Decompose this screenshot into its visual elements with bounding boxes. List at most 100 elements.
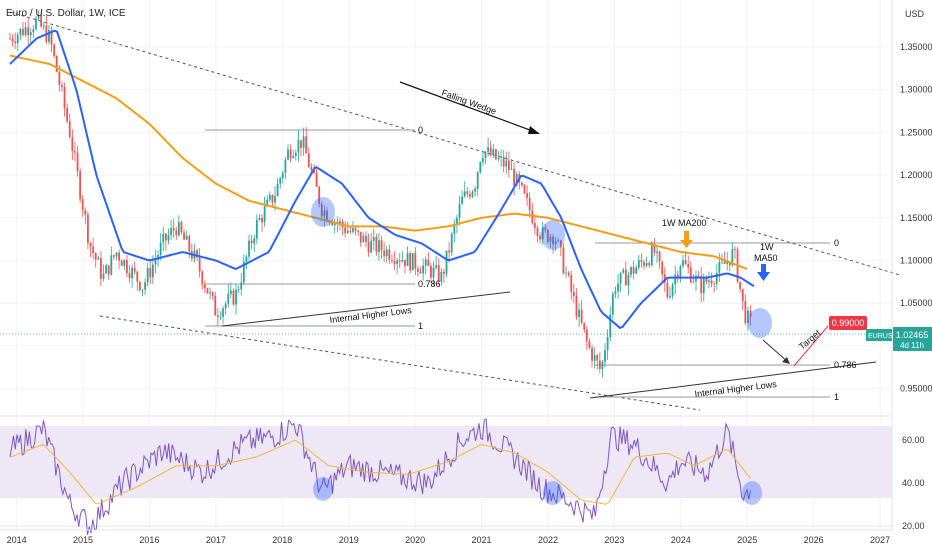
candle-body bbox=[263, 206, 266, 223]
candle-body bbox=[684, 260, 687, 264]
candle-body bbox=[222, 308, 224, 317]
candle-body bbox=[279, 178, 282, 184]
year-label-2026: 2026 bbox=[804, 535, 824, 545]
wedge-upper-line bbox=[9, 11, 901, 276]
candle-body bbox=[118, 252, 121, 261]
year-label-2020: 2020 bbox=[405, 535, 425, 545]
candle-body bbox=[250, 240, 253, 244]
candle-body bbox=[401, 259, 404, 262]
candle-body bbox=[484, 151, 487, 158]
candle-body bbox=[458, 204, 461, 218]
candle-body bbox=[66, 107, 69, 122]
candle-body bbox=[287, 149, 289, 160]
candle-body bbox=[50, 30, 53, 45]
candle-body bbox=[53, 44, 56, 56]
candle-body bbox=[637, 260, 640, 268]
candle-body bbox=[63, 87, 66, 108]
candle-body bbox=[294, 152, 297, 157]
price-label-1.25000: 1.25000 bbox=[900, 127, 932, 137]
candle-body bbox=[715, 272, 718, 284]
candle-body bbox=[601, 361, 604, 370]
candle-body bbox=[661, 261, 664, 275]
candle-body bbox=[346, 230, 349, 233]
candle-body bbox=[487, 147, 489, 152]
candle-body bbox=[188, 235, 191, 252]
candle-body bbox=[450, 234, 453, 253]
target-price-value: 0.99000 bbox=[832, 318, 865, 328]
candle-body bbox=[266, 199, 269, 207]
higher-lows-left-line bbox=[221, 291, 511, 327]
fib-right-1-label: 1 bbox=[834, 392, 839, 402]
candle-body bbox=[214, 295, 217, 316]
candle-body bbox=[391, 259, 393, 262]
candle-body bbox=[663, 274, 666, 283]
candle-body bbox=[92, 246, 95, 254]
candle-body bbox=[352, 228, 354, 232]
countdown-value: 4d 11h bbox=[900, 341, 924, 350]
candle-body bbox=[414, 252, 417, 269]
symbol-label: EURUSD bbox=[868, 333, 898, 340]
candle-body bbox=[141, 289, 144, 291]
candle-body bbox=[367, 241, 370, 253]
candle-body bbox=[162, 233, 165, 243]
price-label-1.05000: 1.05000 bbox=[900, 298, 932, 308]
candle-body bbox=[718, 261, 721, 273]
candle-body bbox=[676, 274, 679, 278]
candle-body bbox=[572, 291, 575, 296]
candle-body bbox=[245, 256, 248, 262]
candle-body bbox=[11, 38, 14, 42]
candle-body bbox=[570, 275, 573, 292]
fib-left-0-label: 0 bbox=[418, 125, 423, 135]
candle-body bbox=[110, 255, 113, 275]
candle-body bbox=[422, 265, 425, 274]
candle-body bbox=[133, 267, 136, 272]
year-label-2021: 2021 bbox=[472, 535, 492, 545]
candle-body bbox=[650, 245, 653, 266]
ma200-line bbox=[9, 54, 748, 271]
candle-body bbox=[461, 196, 464, 205]
candle-body bbox=[489, 147, 492, 156]
candle-body bbox=[500, 156, 502, 158]
candle-body bbox=[74, 151, 76, 153]
candle-body bbox=[209, 292, 211, 294]
price-candles bbox=[9, 10, 752, 378]
candle-body bbox=[258, 217, 261, 220]
candle-body bbox=[437, 265, 440, 282]
candle-body bbox=[687, 263, 690, 268]
candle-body bbox=[307, 153, 310, 168]
candle-body bbox=[242, 261, 245, 283]
candle-body bbox=[48, 30, 50, 42]
candle-body bbox=[300, 140, 302, 148]
candle-body bbox=[513, 169, 515, 186]
candle-body bbox=[643, 262, 645, 266]
candle-body bbox=[731, 248, 734, 266]
candle-body bbox=[146, 268, 149, 283]
highlight-circle-2025 bbox=[748, 308, 772, 338]
last-price-value: 1.02465 bbox=[896, 330, 929, 340]
candle-body bbox=[502, 156, 505, 167]
candle-body bbox=[149, 268, 152, 278]
year-label-2024: 2024 bbox=[671, 535, 691, 545]
candle-body bbox=[232, 290, 235, 305]
candle-body bbox=[609, 314, 612, 338]
candle-body bbox=[302, 136, 305, 148]
candle-body bbox=[463, 191, 466, 197]
candle-body bbox=[656, 251, 658, 253]
higher-lows-right-line bbox=[589, 361, 877, 399]
candle-body bbox=[310, 167, 313, 170]
candle-body bbox=[388, 249, 391, 260]
candle-body bbox=[14, 41, 17, 44]
candle-body bbox=[305, 136, 308, 154]
candle-body bbox=[385, 249, 388, 257]
candle-body bbox=[552, 236, 554, 245]
candle-body bbox=[398, 260, 401, 262]
candle-body bbox=[216, 315, 219, 318]
candle-body bbox=[313, 169, 315, 173]
candle-body bbox=[549, 236, 552, 242]
candle-body bbox=[430, 265, 432, 278]
rsi-line bbox=[9, 418, 752, 535]
candle-body bbox=[81, 199, 84, 211]
candle-body bbox=[520, 182, 523, 186]
price-axis[interactable]: USD bbox=[891, 0, 925, 530]
